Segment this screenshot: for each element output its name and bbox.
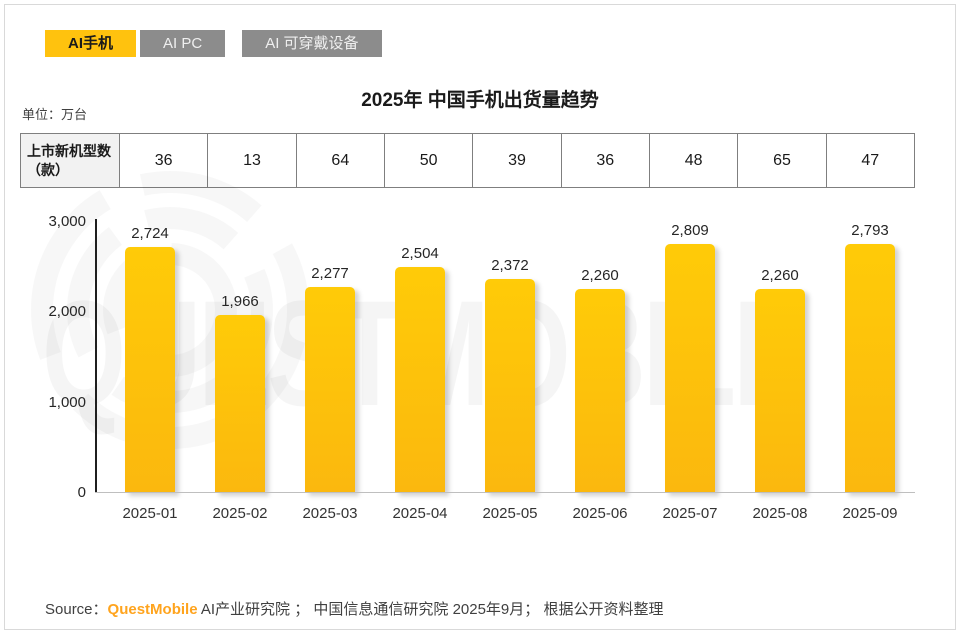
bar-value-label: 2,809 — [671, 222, 709, 239]
tab-2[interactable]: AI 可穿戴设备 — [242, 30, 382, 57]
tab-bar: AI手机 AI PC AI 可穿戴设备 — [45, 30, 382, 57]
table-cell: 39 — [472, 134, 560, 187]
source-rest: AI产业研究院 ； 中国信息通信研究院 2025年9月； 根据公开资料整理 — [197, 601, 664, 618]
bar-slot: 1,966 — [195, 222, 285, 493]
bar-2025-07 — [665, 244, 715, 493]
bar-2025-05 — [485, 279, 535, 493]
bar-2025-08 — [755, 289, 805, 493]
y-tick-label: 1,000 — [48, 393, 86, 411]
bar-value-label: 2,260 — [581, 267, 619, 284]
tab-1[interactable]: AI PC — [140, 30, 226, 57]
table-cell: 50 — [383, 134, 472, 187]
table-cell: 65 — [737, 134, 825, 187]
x-tick-label: 2025-04 — [392, 505, 448, 522]
source-line: Source：QuestMobile AI产业研究院 ； 中国信息通信研究院 2… — [45, 598, 663, 619]
bar-value-label: 2,504 — [401, 245, 439, 262]
bar-value-label: 2,260 — [761, 267, 799, 284]
x-tick-label: 2025-06 — [572, 505, 628, 522]
table-cell: 64 — [295, 134, 384, 187]
bar-value-label: 2,724 — [131, 225, 169, 242]
x-tick-label: 2025-03 — [302, 505, 358, 522]
x-tick-label: 2025-02 — [212, 505, 268, 522]
bar-slot: 2,277 — [285, 222, 375, 493]
table-cell: 48 — [648, 134, 737, 187]
bar-value-label: 2,372 — [491, 257, 529, 274]
bar-slot: 2,793 — [825, 222, 915, 493]
bar-slot: 2,260 — [735, 222, 825, 493]
bar-2025-03 — [305, 287, 355, 493]
x-axis-line — [95, 492, 915, 493]
y-tick-label: 0 — [77, 484, 86, 501]
bar-slot: 2,260 — [555, 222, 645, 493]
bar-value-label: 2,277 — [311, 265, 349, 282]
bar-2025-01 — [125, 247, 175, 493]
x-tick-label: 2025-08 — [752, 505, 808, 522]
unit-label: 单位：万台 — [22, 107, 88, 122]
table-cell: 36 — [560, 134, 649, 187]
new-models-table: 上市新机型数（款） 36 13 64 50 39 36 48 65 47 — [20, 133, 915, 188]
table-cell: 36 — [119, 134, 207, 187]
table-cell: 47 — [825, 134, 914, 187]
bar-2025-04 — [395, 267, 445, 493]
chart-title: 2025年 中国手机出货量趋势 — [361, 90, 599, 111]
x-tick-label: 2025-01 — [122, 505, 178, 522]
bar-2025-09 — [845, 244, 895, 493]
bar-2025-02 — [215, 315, 265, 493]
y-axis-line — [95, 219, 97, 493]
x-tick-label: 2025-05 — [482, 505, 538, 522]
x-axis-labels: 2025-01 2025-02 2025-03 2025-04 2025-05 2025-… — [105, 505, 915, 522]
table-cell: 13 — [207, 134, 295, 187]
bar-2025-06 — [575, 289, 625, 493]
y-tick-label: 3,000 — [48, 213, 86, 230]
bar-slot: 2,724 — [105, 222, 195, 493]
bars-row: 2,724 1,966 2,277 2,504 2,372 2,260 2,809 2,260… — [105, 222, 915, 493]
source-prefix: Source： — [45, 601, 108, 618]
x-tick-label: 2025-07 — [662, 505, 718, 522]
table-header-cell: 上市新机型数（款） — [21, 134, 119, 187]
source-brand: QuestMobile — [107, 601, 198, 618]
bar-slot: 2,809 — [645, 222, 735, 493]
bar-slot: 2,372 — [465, 222, 555, 493]
bar-slot: 2,504 — [375, 222, 465, 493]
x-tick-label: 2025-09 — [842, 505, 898, 522]
y-tick-label: 2,000 — [48, 303, 86, 321]
bar-value-label: 1,966 — [221, 293, 259, 310]
tab-0[interactable]: AI手机 — [45, 30, 137, 57]
bar-value-label: 2,793 — [851, 222, 889, 239]
